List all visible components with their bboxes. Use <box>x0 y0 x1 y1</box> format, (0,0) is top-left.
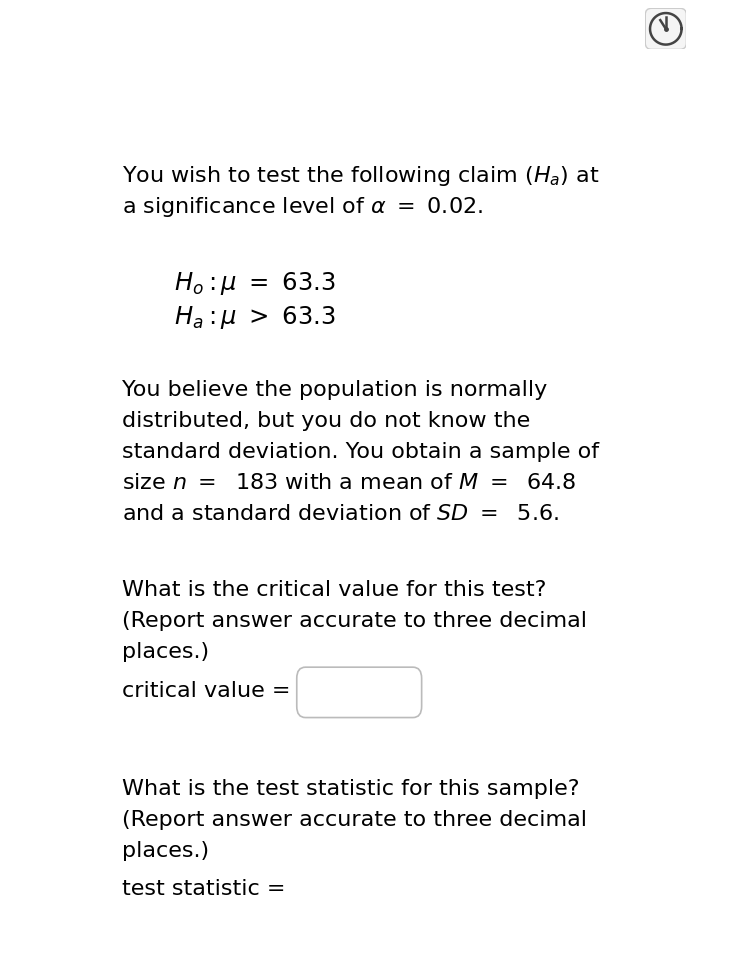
Text: standard deviation. You obtain a sample of: standard deviation. You obtain a sample … <box>122 442 599 462</box>
Text: You wish to test the following claim ($H_a$) at: You wish to test the following claim ($H… <box>122 163 600 187</box>
Text: test statistic =: test statistic = <box>122 878 286 899</box>
Text: critical value =: critical value = <box>122 680 291 700</box>
Text: places.): places.) <box>122 840 210 860</box>
Text: You believe the population is normally: You believe the population is normally <box>122 380 548 400</box>
Text: What is the test statistic for this sample?: What is the test statistic for this samp… <box>122 777 580 798</box>
FancyBboxPatch shape <box>645 10 686 50</box>
Text: $H_o:\mu\ =\ 63.3$: $H_o:\mu\ =\ 63.3$ <box>175 270 336 297</box>
Text: a significance level of $\alpha\ =\ 0.02$.: a significance level of $\alpha\ =\ 0.02… <box>122 194 483 218</box>
FancyBboxPatch shape <box>297 866 421 916</box>
Text: $H_a:\mu\ >\ 63.3$: $H_a:\mu\ >\ 63.3$ <box>175 305 336 332</box>
Text: What is the critical value for this test?: What is the critical value for this test… <box>122 579 547 600</box>
Text: distributed, but you do not know the: distributed, but you do not know the <box>122 410 530 431</box>
FancyBboxPatch shape <box>297 668 421 718</box>
Text: and a standard deviation of $SD\ =\ $ 5.6.: and a standard deviation of $SD\ =\ $ 5.… <box>122 504 559 524</box>
Text: (Report answer accurate to three decimal: (Report answer accurate to three decimal <box>122 809 587 828</box>
Text: size $n\ =\ $ 183 with a mean of $M\ =\ $ 64.8: size $n\ =\ $ 183 with a mean of $M\ =\ … <box>122 473 576 493</box>
Text: places.): places.) <box>122 642 210 661</box>
Text: (Report answer accurate to three decimal: (Report answer accurate to three decimal <box>122 610 587 630</box>
